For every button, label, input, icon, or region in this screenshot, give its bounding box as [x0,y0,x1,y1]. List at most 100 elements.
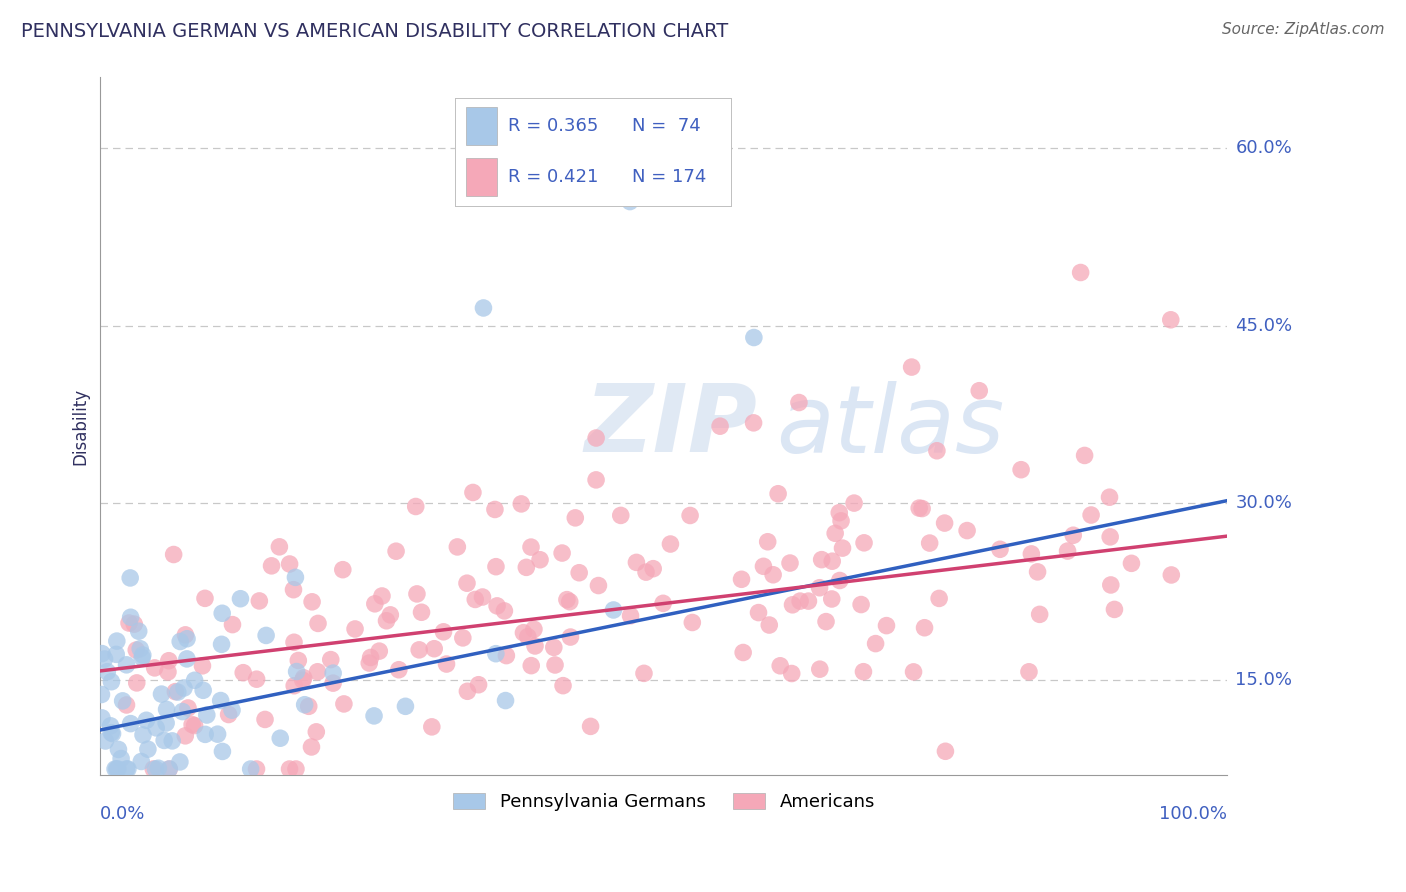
Text: 15.0%: 15.0% [1236,672,1292,690]
Point [524,639,547,653]
Text: PENNSYLVANIA GERMAN VS AMERICAN DISABILITY CORRELATION CHART: PENNSYLVANIA GERMAN VS AMERICAN DISABILI… [21,22,728,41]
Point [681,615,703,630]
Point [1160,568,1182,582]
Point [456,576,478,591]
Point [456,684,478,698]
Point [90,711,112,725]
Point [585,473,607,487]
Point [484,502,506,516]
Point [163,548,186,562]
Point [143,661,166,675]
Point [169,634,191,648]
Point [619,194,641,209]
Point [333,697,356,711]
Point [375,614,398,628]
Point [307,616,329,631]
Point [260,558,283,573]
Point [756,534,779,549]
Point [194,727,217,741]
Point [322,676,344,690]
Point [1028,607,1050,622]
Point [1026,565,1049,579]
Point [218,707,240,722]
Point [105,762,128,776]
Point [157,762,180,776]
Point [520,658,543,673]
Point [385,544,408,558]
Point [91,647,114,661]
Point [156,665,179,679]
Point [136,742,159,756]
Point [194,591,217,606]
Point [1062,528,1084,542]
Point [988,542,1011,557]
Point [245,762,267,776]
Point [849,598,872,612]
Point [301,595,323,609]
Point [588,578,610,592]
Point [229,591,252,606]
Text: ZIP: ZIP [585,380,758,472]
Point [787,395,810,409]
Point [495,693,517,707]
Point [564,511,586,525]
Text: 45.0%: 45.0% [1236,317,1292,334]
Point [659,537,682,551]
Point [543,640,565,655]
Point [155,716,177,731]
Point [1018,665,1040,679]
Point [125,676,148,690]
Point [319,652,342,666]
Point [610,508,633,523]
Point [157,654,180,668]
Point [432,624,454,639]
Point [876,618,898,632]
Point [394,699,416,714]
Point [221,617,243,632]
Point [93,652,115,666]
Point [160,734,183,748]
Point [406,587,429,601]
Point [485,647,508,661]
Point [284,762,307,776]
Point [278,557,301,571]
Point [824,526,846,541]
Point [105,634,128,648]
Point [551,679,574,693]
Point [633,666,655,681]
Point [207,727,229,741]
Point [209,693,232,707]
Point [436,657,458,671]
Point [191,658,214,673]
Point [853,536,876,550]
Point [408,643,430,657]
Point [128,624,150,639]
Point [246,672,269,686]
Point [307,665,329,679]
Point [173,681,195,695]
Point [709,419,731,434]
Point [371,589,394,603]
Point [278,762,301,776]
Point [284,570,307,584]
Point [828,506,851,520]
Point [529,553,551,567]
Point [155,702,177,716]
Point [512,625,534,640]
Point [105,648,128,662]
Point [107,742,129,756]
Point [752,559,775,574]
Point [115,698,138,712]
Text: 0.0%: 0.0% [100,805,146,823]
Point [1021,547,1043,561]
Point [1073,449,1095,463]
Point [769,658,792,673]
Point [292,671,315,685]
Point [298,699,321,714]
Point [747,606,769,620]
Point [110,751,132,765]
Point [523,622,546,636]
Point [100,725,122,739]
Point [129,641,152,656]
Point [1104,602,1126,616]
